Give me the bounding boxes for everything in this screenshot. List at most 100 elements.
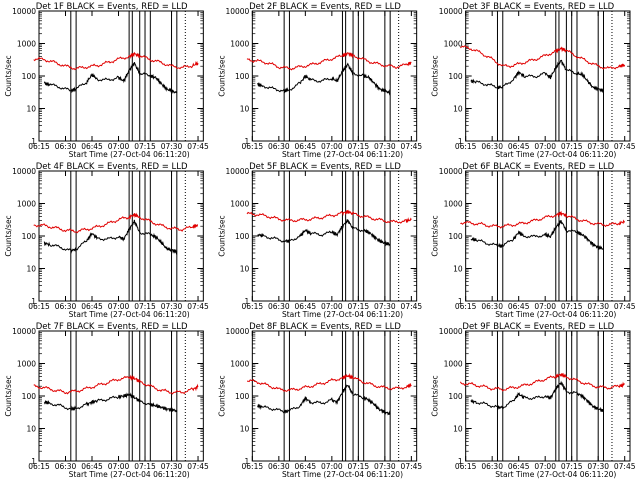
x-tick-label: 06:30 — [481, 462, 503, 471]
y-tick-label: 100 — [448, 72, 463, 81]
x-tick-label: 07:30 — [587, 142, 609, 151]
lld-series-line — [460, 45, 626, 70]
x-tick-label: 07:30 — [587, 462, 609, 471]
events-series-line — [470, 380, 604, 413]
x-axis-label: Start Time (27-Oct-04 06:11:20) — [495, 150, 616, 159]
plot-frame — [38, 10, 204, 142]
y-tick-label: 1000 — [230, 360, 249, 369]
x-tick-label: 06:15 — [455, 142, 477, 151]
y-axis-label: Counts/sec — [217, 375, 226, 416]
y-tick-label: 10000 — [225, 7, 249, 16]
y-tick-label: 1 — [458, 457, 463, 466]
x-tick-label: 06:45 — [81, 462, 103, 471]
x-axis-label: Start Time (27-Oct-04 06:11:20) — [282, 150, 403, 159]
x-tick-label: 07:30 — [587, 302, 609, 311]
y-tick-label: 10000 — [12, 7, 36, 16]
y-tick-label: 10000 — [439, 7, 463, 16]
x-axis-label: Start Time (27-Oct-04 06:11:20) — [69, 150, 190, 159]
y-axis-label: Counts/sec — [431, 375, 440, 416]
plot-frame — [251, 170, 418, 302]
x-tick-label: 06:45 — [81, 142, 103, 151]
x-tick-label: 06:15 — [28, 142, 50, 151]
y-tick-label: 100 — [235, 72, 250, 81]
x-tick-label: 06:30 — [268, 142, 290, 151]
y-tick-label: 1 — [458, 137, 463, 146]
x-tick-label: 06:45 — [508, 302, 530, 311]
x-tick-label: 07:00 — [534, 462, 556, 471]
x-axis-label: Start Time (27-Oct-04 06:11:20) — [495, 310, 616, 319]
y-tick-label: 1000 — [444, 40, 463, 49]
x-tick-label: 07:45 — [401, 142, 423, 151]
events-series-line — [43, 62, 178, 95]
x-tick-label: 06:15 — [455, 462, 477, 471]
panel-title: Det 3F BLACK = Events, RED = LLD — [462, 2, 614, 12]
y-tick-label: 1 — [31, 137, 36, 146]
x-axis-label: Start Time (27-Oct-04 06:11:20) — [282, 310, 403, 319]
y-axis-label: Counts/sec — [4, 215, 13, 256]
x-tick-label: 07:00 — [534, 302, 556, 311]
events-series-line — [43, 392, 178, 413]
x-tick-label: 07:15 — [561, 462, 583, 471]
events-series-line — [470, 59, 604, 94]
y-tick-label: 100 — [235, 392, 250, 401]
y-tick-label: 100 — [22, 232, 37, 241]
panel-title: Det 4F BLACK = Events, RED = LLD — [36, 162, 188, 172]
x-tick-label: 06:45 — [295, 142, 317, 151]
y-tick-label: 1000 — [17, 40, 36, 49]
x-tick-label: 06:45 — [295, 462, 317, 471]
events-series-line — [257, 384, 391, 416]
y-tick-label: 1000 — [17, 200, 36, 209]
x-tick-label: 07:45 — [187, 462, 209, 471]
panel-title: Det 2F BLACK = Events, RED = LLD — [249, 2, 401, 12]
panel-3: Det 3F BLACK = Events, RED = LLD Counts/s… — [431, 2, 636, 159]
x-tick-label: 06:30 — [55, 302, 77, 311]
x-tick-label: 07:00 — [534, 142, 556, 151]
plot-frame — [251, 10, 418, 142]
y-tick-label: 1 — [31, 457, 36, 466]
y-tick-label: 10000 — [12, 327, 36, 336]
lld-series-line — [33, 374, 199, 395]
x-tick-label: 07:45 — [614, 462, 636, 471]
y-axis-label: Counts/sec — [431, 55, 440, 96]
y-tick-label: 100 — [448, 232, 463, 241]
y-tick-label: 1000 — [444, 200, 463, 209]
x-tick-label: 07:15 — [561, 142, 583, 151]
y-tick-label: 100 — [448, 392, 463, 401]
x-tick-label: 06:30 — [55, 142, 77, 151]
panel-title: Det 5F BLACK = Events, RED = LLD — [249, 162, 401, 172]
panel-title: Det 1F BLACK = Events, RED = LLD — [36, 2, 188, 12]
panel-title: Det 6F BLACK = Events, RED = LLD — [462, 162, 614, 172]
y-tick-label: 10000 — [439, 167, 463, 176]
x-tick-label: 07:30 — [161, 142, 183, 151]
x-tick-label: 07:00 — [108, 142, 130, 151]
x-tick-label: 06:45 — [508, 462, 530, 471]
x-tick-label: 07:30 — [374, 142, 396, 151]
y-tick-label: 10 — [240, 105, 250, 114]
y-tick-label: 10 — [240, 265, 250, 274]
x-tick-label: 06:45 — [295, 302, 317, 311]
y-tick-label: 1 — [245, 297, 250, 306]
x-tick-label: 06:15 — [28, 462, 50, 471]
plot-frame — [251, 330, 418, 462]
events-series-line — [257, 219, 391, 247]
x-tick-label: 07:00 — [321, 462, 343, 471]
y-axis-label: Counts/sec — [217, 55, 226, 96]
x-tick-label: 07:00 — [321, 302, 343, 311]
x-tick-label: 07:15 — [134, 302, 156, 311]
y-tick-label: 100 — [235, 232, 250, 241]
x-tick-label: 07:30 — [374, 462, 396, 471]
plot-frame — [465, 330, 631, 462]
y-tick-label: 1 — [458, 297, 463, 306]
x-tick-label: 06:30 — [481, 142, 503, 151]
x-axis-label: Start Time (27-Oct-04 06:11:20) — [282, 470, 403, 479]
events-series-line — [43, 219, 178, 255]
y-tick-label: 1000 — [230, 200, 249, 209]
y-tick-label: 10 — [453, 265, 463, 274]
panel-7: Det 7F BLACK = Events, RED = LLD Counts/s… — [4, 322, 209, 479]
panel-6: Det 6F BLACK = Events, RED = LLD Counts/s… — [431, 162, 636, 319]
y-tick-label: 1000 — [230, 40, 249, 49]
y-tick-label: 100 — [22, 72, 37, 81]
y-tick-label: 1 — [245, 457, 250, 466]
x-tick-label: 07:45 — [187, 302, 209, 311]
